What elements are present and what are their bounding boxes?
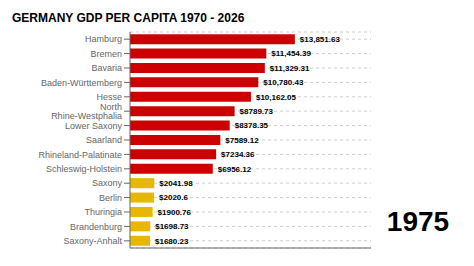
svg-text:Schleswig-Holstein: Schleswig-Holstein: [46, 164, 122, 174]
svg-text:NorthRhine-Westphalia: NorthRhine-Westphalia: [51, 102, 122, 121]
svg-text:$1680.23: $1680.23: [155, 237, 189, 246]
svg-text:Berlin: Berlin: [99, 193, 122, 203]
svg-text:Rhineland-Palatinate: Rhineland-Palatinate: [38, 150, 122, 160]
svg-text:$8789.73: $8789.73: [240, 107, 274, 116]
svg-text:$1900.76: $1900.76: [158, 208, 192, 217]
svg-text:$10,780.43: $10,780.43: [263, 78, 304, 87]
svg-text:Lower Saxony: Lower Saxony: [65, 121, 123, 131]
svg-text:$6956.12: $6956.12: [218, 165, 252, 174]
svg-text:$13,851.63: $13,851.63: [300, 35, 341, 44]
svg-text:$7234.36: $7234.36: [221, 150, 255, 159]
svg-text:Brandenburg: Brandenburg: [70, 222, 122, 232]
svg-text:Bremen: Bremen: [90, 49, 122, 59]
svg-text:$11,454.39: $11,454.39: [271, 49, 311, 58]
svg-text:$7589.12: $7589.12: [225, 136, 259, 145]
svg-text:Saxony: Saxony: [92, 178, 123, 188]
svg-text:$2041.98: $2041.98: [159, 179, 193, 188]
svg-text:Bavaria: Bavaria: [91, 63, 122, 73]
svg-text:Hesse: Hesse: [96, 92, 122, 102]
svg-text:Saxony-Anhalt: Saxony-Anhalt: [63, 236, 122, 246]
svg-text:Baden-Württemberg: Baden-Württemberg: [41, 78, 122, 88]
svg-text:$11,329.31: $11,329.31: [270, 64, 310, 73]
svg-text:$2020.6: $2020.6: [159, 193, 188, 202]
svg-text:Saarland: Saarland: [86, 135, 122, 145]
svg-text:$1698.73: $1698.73: [155, 222, 189, 231]
html-text:GERMANY GDP PER CAPITA 1970 -: GERMANY GDP PER CAPITA 1970 - 2026: [12, 11, 245, 25]
svg-text:$10,162.05: $10,162.05: [256, 93, 297, 102]
html-text:1975: 1975: [386, 206, 450, 237]
svg-text:Thuringia: Thuringia: [84, 207, 122, 217]
svg-text:Hamburg: Hamburg: [85, 34, 122, 44]
svg-text:$8378.35: $8378.35: [235, 121, 269, 130]
